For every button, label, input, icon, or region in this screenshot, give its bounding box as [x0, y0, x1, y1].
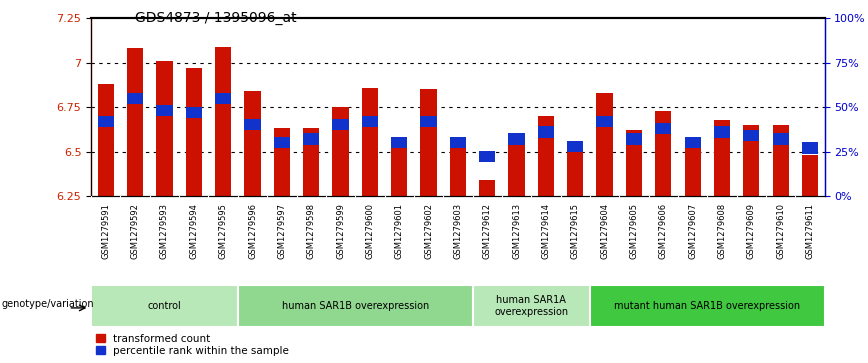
Bar [802, 142, 818, 154]
Text: GSM1279605: GSM1279605 [629, 203, 638, 259]
Bar [98, 84, 114, 196]
Bar [215, 46, 231, 196]
Bar [743, 125, 760, 196]
Bar [303, 129, 319, 196]
Bar [215, 93, 231, 104]
Bar [472, 285, 590, 327]
Text: GSM1279603: GSM1279603 [453, 203, 463, 259]
Bar [362, 116, 378, 127]
Bar [98, 116, 114, 127]
Bar [332, 119, 349, 130]
Text: GSM1279600: GSM1279600 [365, 203, 374, 259]
Text: GSM1279604: GSM1279604 [600, 203, 609, 259]
Bar [362, 87, 378, 196]
Text: GSM1279615: GSM1279615 [571, 203, 580, 259]
Text: GSM1279601: GSM1279601 [395, 203, 404, 259]
Bar [450, 139, 466, 196]
Text: GSM1279594: GSM1279594 [189, 203, 198, 259]
Text: GSM1279598: GSM1279598 [306, 203, 316, 259]
Bar [245, 91, 260, 196]
Bar [186, 107, 202, 118]
Bar [509, 143, 524, 196]
Bar [245, 119, 260, 130]
Bar [773, 125, 789, 196]
Bar [238, 285, 472, 327]
Bar [538, 116, 554, 196]
Bar [391, 137, 407, 148]
Bar [655, 111, 671, 196]
Text: GSM1279596: GSM1279596 [248, 203, 257, 259]
Bar [156, 61, 173, 196]
Bar [420, 89, 437, 196]
Bar [567, 152, 583, 196]
Bar [273, 129, 290, 196]
Text: human SAR1B overexpression: human SAR1B overexpression [281, 301, 429, 311]
Text: GSM1279607: GSM1279607 [688, 203, 697, 259]
Text: GSM1279606: GSM1279606 [659, 203, 667, 259]
Bar [626, 134, 642, 145]
Bar [420, 116, 437, 127]
Bar [91, 285, 238, 327]
Text: GSM1279614: GSM1279614 [542, 203, 550, 259]
Bar [567, 140, 583, 152]
Bar [538, 126, 554, 138]
Bar [685, 137, 700, 148]
Bar [509, 134, 524, 145]
Bar [773, 134, 789, 145]
Bar [743, 130, 760, 141]
Text: GSM1279610: GSM1279610 [776, 203, 785, 259]
Bar [479, 151, 496, 163]
Text: GSM1279595: GSM1279595 [219, 203, 227, 259]
Text: GDS4873 / 1395096_at: GDS4873 / 1395096_at [135, 11, 296, 25]
Text: mutant human SAR1B overexpression: mutant human SAR1B overexpression [615, 301, 800, 311]
Bar [303, 134, 319, 145]
Bar [596, 116, 613, 127]
Text: GSM1279602: GSM1279602 [424, 203, 433, 259]
Text: control: control [148, 301, 181, 311]
Bar [479, 180, 496, 196]
Bar [450, 137, 466, 148]
Text: GSM1279609: GSM1279609 [746, 203, 756, 259]
Bar [273, 137, 290, 148]
Bar [596, 93, 613, 196]
Bar [590, 285, 825, 327]
Bar [713, 119, 730, 196]
Legend: transformed count, percentile rank within the sample: transformed count, percentile rank withi… [96, 334, 289, 356]
Text: GSM1279597: GSM1279597 [278, 203, 286, 259]
Bar [802, 155, 818, 196]
Text: GSM1279599: GSM1279599 [336, 203, 345, 259]
Text: GSM1279611: GSM1279611 [806, 203, 814, 259]
Text: GSM1279592: GSM1279592 [131, 203, 140, 259]
Bar [332, 107, 349, 196]
Text: human SAR1A
overexpression: human SAR1A overexpression [494, 295, 569, 317]
Text: GSM1279613: GSM1279613 [512, 203, 521, 259]
Bar [156, 105, 173, 116]
Text: GSM1279608: GSM1279608 [718, 203, 727, 259]
Bar [626, 130, 642, 196]
Bar [655, 123, 671, 134]
Bar [127, 48, 143, 196]
Bar [127, 93, 143, 104]
Bar [685, 143, 700, 196]
Bar [186, 68, 202, 196]
Text: GSM1279612: GSM1279612 [483, 203, 491, 259]
Bar [391, 139, 407, 196]
Text: GSM1279591: GSM1279591 [102, 203, 110, 259]
Bar [713, 126, 730, 138]
Text: GSM1279593: GSM1279593 [160, 203, 169, 259]
Text: genotype/variation: genotype/variation [2, 299, 95, 309]
